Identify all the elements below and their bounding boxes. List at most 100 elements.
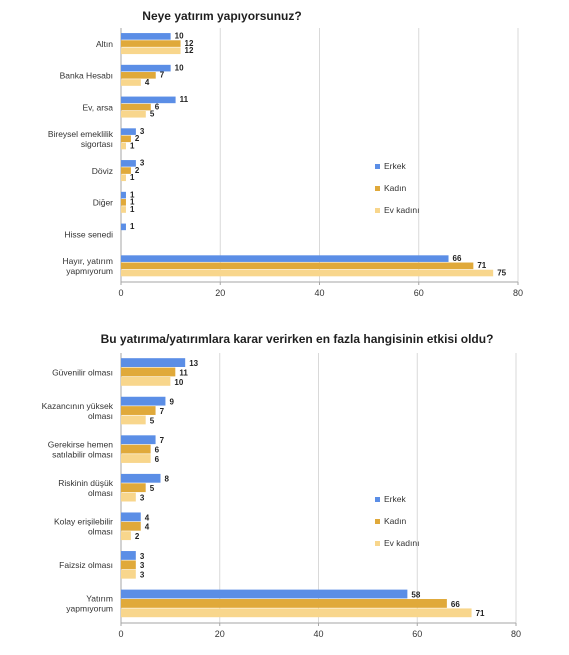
category-label-line: satılabilir olması [52,449,113,459]
category-label-line: Hayır, yatırım [62,256,113,266]
data-label: 10 [175,32,184,41]
data-label: 7 [160,71,165,80]
bar-erkek [121,255,449,262]
bar-ev-kadini [121,269,494,277]
bar-kadin [121,599,447,608]
x-tick-label: 0 [118,629,123,639]
data-label: 71 [477,261,486,270]
chart-title: Neye yatırım yapıyorsunuz? [142,9,301,23]
data-label: 1 [130,173,135,182]
legend-label-kadin: Kadın [384,183,406,193]
bar-ev-kadini [121,110,146,118]
data-label: 9 [169,398,174,407]
bar-ev-kadini [121,454,151,463]
bar-erkek [121,64,171,72]
category-label-bireysel-emeklilik-sigortasi: Bireysel emeklilik sigortası [48,129,114,149]
category-label-guvenilir-olmasi: Güvenilir olması [52,367,113,377]
x-tick-label: 20 [215,629,225,639]
data-label: 3 [140,561,145,570]
data-label: 12 [185,39,194,48]
data-label: 11 [179,368,188,377]
bar-erkek [121,512,141,522]
data-label: 7 [160,407,165,416]
legend-swatch-erkek [375,497,380,502]
data-label: 5 [150,416,155,425]
legend-label-ev-kadini: Ev kadını [384,205,419,215]
category-label-hisse-senedi: Hisse senedi [64,229,113,239]
x-tick-label: 40 [313,629,323,639]
data-label: 13 [189,359,198,368]
category-label-line: Yatırım [86,594,113,604]
bar-kadin [121,483,146,493]
data-label: 4 [145,523,150,532]
data-label: 3 [140,494,145,503]
data-label: 1 [130,222,135,231]
data-label: 8 [165,475,170,484]
category-label-banka-hesabi: Banka Hesabı [60,71,113,81]
legend-label-erkek: Erkek [384,161,406,171]
category-label-line: Güvenilir olması [52,367,113,377]
data-label: 6 [155,446,160,455]
category-label-altin: Altın [96,39,113,49]
data-label: 71 [476,609,485,618]
data-label: 10 [174,378,183,387]
bar-erkek [121,396,166,406]
data-label: 3 [140,571,145,580]
bar-erkek [121,33,171,40]
data-label: 1 [130,205,135,214]
legend-swatch-kadin [375,519,380,524]
legend-label-kadin: Kadın [384,516,406,526]
x-tick-label: 0 [118,288,123,298]
bar-kadin [121,72,156,79]
bar-kadin [121,521,141,531]
bar-kadin [121,262,474,270]
bar-kadin [121,367,176,377]
category-label-line: Faizsiz olması [59,560,113,570]
data-label: 4 [145,78,150,87]
data-label: 3 [140,552,145,561]
investment-type-chart: Neye yatırım yapıyorsunuz? 0 20 40 60 80 Altın… [48,9,523,298]
x-tick-label: 60 [414,288,424,298]
data-label: 2 [135,532,140,541]
category-label-kolay-erisilebilir-olmasi: Kolay erişilebilir olması [54,517,113,537]
data-label: 6 [155,455,160,464]
category-label-line: Hisse senedi [64,229,113,239]
data-label: 2 [135,134,140,143]
bar-ev-kadini [121,376,171,386]
bar-kadin [121,560,136,570]
bar-erkek [121,223,126,231]
bar-ev-kadini [121,174,126,182]
data-label: 5 [150,110,155,119]
bar-erkek [121,589,408,599]
bar-erkek [121,128,136,135]
bar-erkek [121,191,126,199]
data-label: 1 [130,190,135,199]
category-label-kazancinin-yuksek-olmasi: Kazancının yüksek olması [42,401,114,421]
bar-kadin [121,444,151,454]
category-label-line: sigortası [81,139,113,149]
legend-swatch-kadin [375,186,380,191]
data-label: 1 [130,198,135,207]
bar-kadin [121,406,156,415]
bar-ev-kadini [121,569,136,579]
legend-swatch-ev-kadini [375,541,380,546]
bar-ev-kadini [121,206,126,213]
category-label-doviz: Döviz [92,166,113,176]
category-label-line: Diğer [93,198,113,208]
category-label-line: olması [88,488,113,498]
category-label-diger: Diğer [93,198,113,208]
category-label-yatirim-yapmiyorum: Yatırım yapmıyorum [66,594,113,614]
category-label-gerekirse-hemen-satilabilir-olmasi: Gerekirse hemen satılabilir olması [48,439,113,459]
bar-ev-kadini [121,608,472,618]
data-label: 58 [411,590,420,599]
bar-ev-kadini [121,415,146,425]
investment-reason-chart: Bu yatırıma/yatırımlara karar verirken e… [42,332,521,639]
category-label-line: yapmıyorum [66,266,113,276]
data-label: 5 [150,484,155,493]
legend-label-ev-kadini: Ev kadını [384,538,419,548]
data-label: 2 [135,166,140,175]
legend-swatch-ev-kadini [375,208,380,213]
data-label: 12 [185,46,194,55]
x-tick-label: 20 [215,288,225,298]
